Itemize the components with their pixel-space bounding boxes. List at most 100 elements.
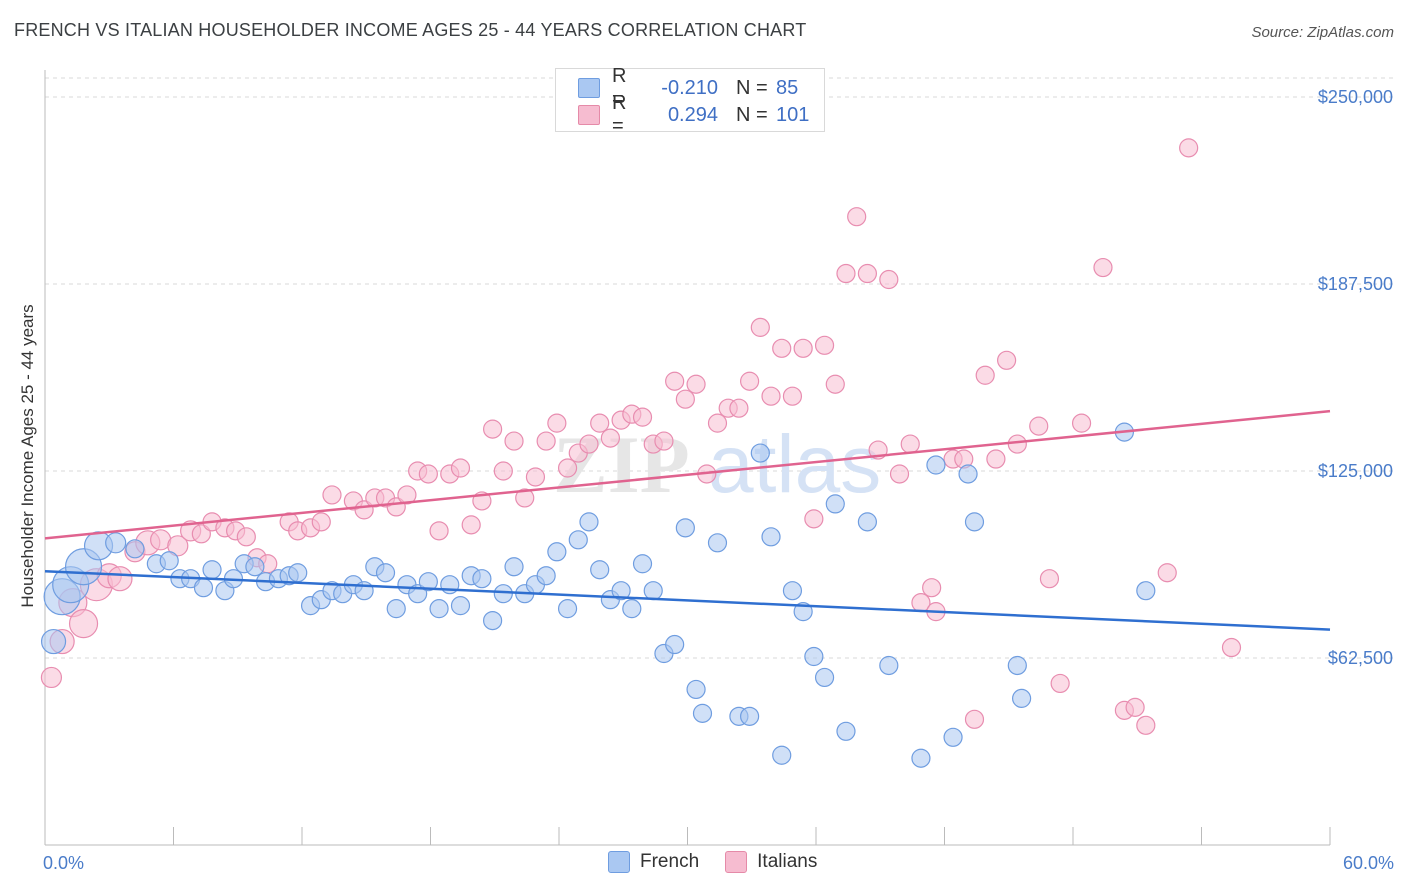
italians-point bbox=[772, 338, 792, 358]
french-point bbox=[288, 563, 308, 583]
french-point bbox=[857, 512, 878, 532]
italians-point bbox=[1007, 434, 1027, 454]
french-point bbox=[707, 533, 728, 553]
legend-r-label: R = bbox=[612, 92, 627, 137]
french-point bbox=[450, 596, 471, 616]
french-point bbox=[536, 566, 556, 586]
french-point bbox=[159, 551, 179, 571]
chart-title: FRENCH VS ITALIAN HOUSEHOLDER INCOME AGE… bbox=[14, 20, 807, 40]
italians-points bbox=[40, 138, 1242, 735]
italians-point bbox=[847, 207, 867, 227]
legend-r-label: R = bbox=[612, 65, 627, 110]
french-points bbox=[40, 422, 1156, 768]
french-point bbox=[40, 628, 67, 655]
y-tick-label: $187,500 bbox=[1318, 274, 1393, 294]
italians-point bbox=[900, 434, 920, 454]
italians-point bbox=[397, 485, 417, 505]
french-point bbox=[761, 527, 781, 547]
french-point bbox=[105, 532, 127, 554]
italians-point bbox=[857, 263, 878, 284]
italians-point bbox=[40, 666, 63, 689]
legend-row-italians: R = 0.294 N = 101 bbox=[578, 92, 810, 137]
french-point bbox=[686, 679, 706, 700]
french-point bbox=[590, 560, 610, 580]
italians-legend-swatch bbox=[725, 851, 748, 873]
italians-point bbox=[167, 535, 189, 557]
italians-point bbox=[975, 365, 995, 385]
italians-point bbox=[1179, 138, 1199, 158]
french-point bbox=[429, 599, 449, 619]
french-point bbox=[879, 655, 899, 676]
french-point bbox=[804, 646, 824, 667]
italians-point bbox=[997, 350, 1017, 370]
french-point bbox=[740, 706, 760, 726]
series-legend: French Italians bbox=[608, 851, 843, 873]
french-legend-swatch bbox=[608, 851, 630, 873]
french-point bbox=[611, 581, 631, 601]
italians-legend-label: Italians bbox=[757, 851, 818, 872]
french-point bbox=[911, 748, 931, 768]
x-tick-label-end: 60.0% bbox=[1343, 853, 1394, 873]
french-point bbox=[202, 560, 222, 580]
italians-point bbox=[986, 449, 1006, 469]
tick-labels: $62,500 $125,000 $187,500 $250,000 0.0% 60.0% bbox=[43, 87, 1394, 873]
french-point bbox=[675, 518, 695, 538]
italians-point bbox=[1221, 637, 1242, 658]
italians-point bbox=[750, 317, 770, 337]
legend-r-value: -0.210 bbox=[661, 76, 718, 99]
source-label: Source: ZipAtlas.com bbox=[1251, 24, 1394, 41]
french-point bbox=[750, 443, 770, 463]
french-point bbox=[958, 464, 978, 484]
french-point bbox=[245, 557, 265, 577]
italians-point bbox=[804, 509, 824, 529]
italians-point bbox=[922, 578, 942, 598]
axes bbox=[44, 70, 1331, 846]
italians-point bbox=[322, 485, 342, 505]
french-point bbox=[1011, 688, 1032, 708]
french-point bbox=[483, 610, 503, 631]
french-swatch bbox=[578, 78, 600, 98]
italians-point bbox=[1050, 673, 1070, 694]
italians-point bbox=[600, 428, 621, 448]
italians-point bbox=[450, 458, 471, 478]
french-point bbox=[493, 584, 513, 604]
legend: R = -0.210 N = 85 R = 0.294 N = 101 bbox=[555, 65, 825, 137]
italians-point bbox=[525, 467, 546, 487]
legend-n-label: N = bbox=[736, 76, 768, 99]
italians-point bbox=[761, 386, 781, 406]
italians-point bbox=[686, 374, 706, 394]
french-point bbox=[622, 599, 642, 619]
italians-point bbox=[1125, 697, 1145, 717]
y-tick-label: $62,500 bbox=[1328, 648, 1393, 668]
french-point bbox=[579, 512, 599, 532]
french-point bbox=[793, 602, 813, 622]
x-tick-label-start: 0.0% bbox=[43, 853, 84, 873]
french-point bbox=[504, 557, 524, 577]
legend-item-italians: Italians bbox=[725, 851, 817, 873]
italians-point bbox=[236, 527, 256, 547]
french-point bbox=[557, 599, 578, 619]
italians-point bbox=[889, 464, 910, 484]
legend-n-label: N = bbox=[736, 103, 768, 126]
legend-n-value: 101 bbox=[776, 103, 810, 126]
italians-point bbox=[1039, 569, 1060, 589]
italians-point bbox=[729, 398, 749, 418]
italians-point bbox=[68, 608, 99, 639]
italians-point bbox=[191, 524, 211, 544]
french-point bbox=[665, 634, 685, 655]
french-point bbox=[643, 581, 663, 601]
y-tick-label: $250,000 bbox=[1318, 87, 1393, 107]
french-point bbox=[547, 542, 567, 562]
italians-point bbox=[1029, 416, 1049, 436]
french-point bbox=[386, 599, 406, 619]
legend-row-french: R = -0.210 N = 85 bbox=[578, 65, 798, 110]
italians-point bbox=[590, 413, 610, 433]
italians-trend-line bbox=[44, 409, 1331, 540]
italians-point bbox=[1157, 563, 1177, 583]
french-point bbox=[193, 578, 214, 598]
french-point bbox=[964, 512, 985, 532]
french-point bbox=[1007, 655, 1027, 676]
italians-point bbox=[547, 413, 567, 433]
italians-point bbox=[1136, 715, 1156, 735]
